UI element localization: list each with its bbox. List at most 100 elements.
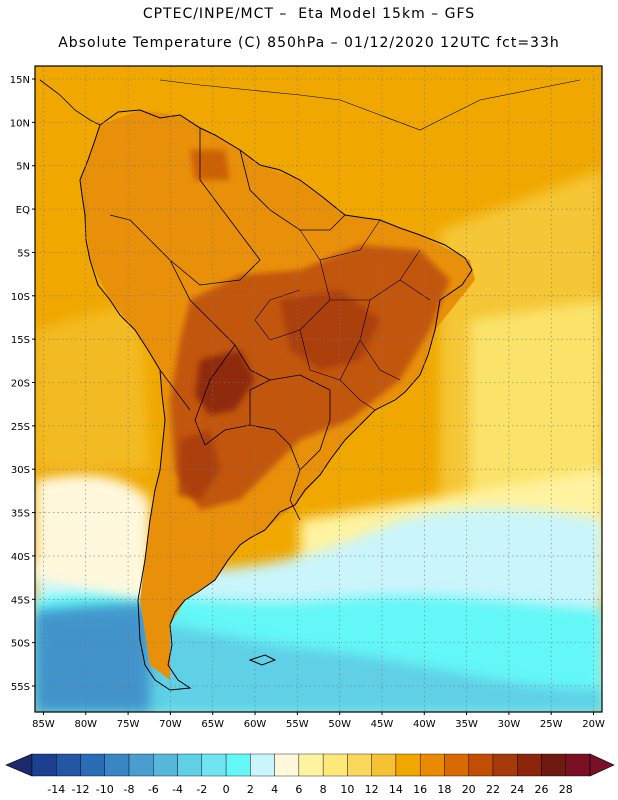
south-america-coastline <box>79 109 473 691</box>
hot-core-field <box>170 245 450 510</box>
caribbean-coast <box>159 79 581 131</box>
temperature-map: 15N 10N 5N EQ 5S 10S 15S 20S 25S 30S 35S 40S 45S 50S 5… <box>10 65 605 730</box>
latitude-label: 25S <box>11 422 30 433</box>
colorbar-swatch <box>347 753 372 777</box>
colorbar-label: -6 <box>148 783 159 796</box>
colorbar-swatch <box>371 753 397 777</box>
colorbar-swatch <box>153 753 178 777</box>
latitude-labels: 15N 10N 5N EQ 5S 10S 15S 20S 25S 30S 35S 40S 45S 50S 5… <box>10 75 35 693</box>
colorbar-label: 2 <box>247 783 254 796</box>
map-subtitle: Absolute Temperature (C) 850hPa – 01/12/… <box>58 35 560 51</box>
graticule <box>35 66 602 712</box>
map-title: CPTEC/INPE/MCT – Eta Model 15km – GFS <box>142 6 476 22</box>
longitude-label: 65W <box>201 719 224 730</box>
latitude-label: 20S <box>11 378 30 389</box>
colorbar-arrow-right <box>589 753 615 777</box>
colorbar-swatch <box>225 753 251 777</box>
colorbar-label: 8 <box>320 783 327 796</box>
colorbar-label: 6 <box>295 783 302 796</box>
colorbar-swatch <box>56 753 81 777</box>
colorbar-swatch <box>565 753 591 777</box>
latitude-label: 45S <box>11 595 30 606</box>
colorbar-label: 4 <box>271 783 278 796</box>
longitude-label: 85W <box>32 719 55 730</box>
colorbar-label: -8 <box>124 783 135 796</box>
latitude-label: 55S <box>11 682 30 693</box>
brazil-state-borders <box>254 219 431 411</box>
colorbar-swatch <box>541 753 566 777</box>
colorbar-swatches <box>5 753 615 777</box>
colorbar-swatch <box>419 753 445 777</box>
longitude-label: 75W <box>117 719 140 730</box>
colorbar-label: 24 <box>510 783 524 796</box>
coastline <box>39 79 581 691</box>
longitude-label: 80W <box>74 719 97 730</box>
longitude-label: 70W <box>159 719 182 730</box>
colorbar-label: 12 <box>365 783 379 796</box>
colorbar-swatch <box>31 753 57 777</box>
falkland-islands <box>248 654 277 666</box>
colorbar-swatch <box>80 753 105 777</box>
colorbar-swatch <box>128 753 154 777</box>
colorbar-label: 10 <box>340 783 354 796</box>
latitude-label: 5N <box>16 162 30 173</box>
colorbar-label: -10 <box>96 783 114 796</box>
colorbar-swatch <box>517 753 542 777</box>
latitude-label: 10S <box>11 292 30 303</box>
colorbar-label: 20 <box>462 783 476 796</box>
colorbar-label: -14 <box>47 783 65 796</box>
latitude-label: 15N <box>10 75 30 86</box>
central-america-coast <box>39 79 101 126</box>
colorbar-swatch <box>250 753 275 777</box>
temperature-field <box>35 66 602 712</box>
longitude-label: 50W <box>328 719 351 730</box>
colorbar-swatch <box>274 753 300 777</box>
colorbar: -14 -12 -10 -8 -6 -4 -2 0 2 4 6 8 10 12 14 16 18 20 22 24 26… <box>5 753 615 796</box>
colorbar-label: -4 <box>172 783 183 796</box>
ocean-south-cold-field <box>35 614 602 712</box>
longitude-label: 60W <box>244 719 267 730</box>
colorbar-swatch <box>177 753 203 777</box>
ocean-southwest-cold-field <box>35 600 150 712</box>
longitude-label: 30W <box>498 719 521 730</box>
colorbar-labels: -14 -12 -10 -8 -6 -4 -2 0 2 4 6 8 10 12 14 16 18 20 22 24 26… <box>47 783 572 796</box>
latitude-label: 50S <box>11 639 30 650</box>
colorbar-label: 22 <box>486 783 500 796</box>
colorbar-label: 14 <box>389 783 403 796</box>
latitude-label: 15S <box>11 335 30 346</box>
colorbar-swatch <box>395 753 421 777</box>
colorbar-arrow-left <box>5 753 33 777</box>
latitude-label: 10N <box>10 118 30 129</box>
longitude-label: 35W <box>455 719 478 730</box>
colorbar-label: 16 <box>413 783 427 796</box>
longitude-labels: 85W 80W 75W 70W 65W 60W 55W 50W 45W 40W 35W 30W 25W 2… <box>32 712 605 730</box>
colorbar-swatch <box>468 753 494 777</box>
colorbar-label: -2 <box>196 783 207 796</box>
longitude-label: 55W <box>286 719 309 730</box>
colorbar-swatch <box>104 753 130 777</box>
hot-andes-field <box>178 430 220 500</box>
colorbar-label: 18 <box>437 783 451 796</box>
pacific-warm-field <box>35 300 150 470</box>
colorbar-swatch <box>201 753 227 777</box>
latitude-label: EQ <box>16 205 30 216</box>
longitude-label: 40W <box>413 719 436 730</box>
national-borders <box>109 128 346 521</box>
colorbar-swatch <box>444 753 469 777</box>
longitude-label: 45W <box>371 719 394 730</box>
latitude-label: 40S <box>11 552 30 563</box>
colorbar-swatch <box>492 753 518 777</box>
latitude-label: 35S <box>11 509 30 520</box>
colorbar-label: 28 <box>559 783 573 796</box>
colorbar-swatch <box>298 753 324 777</box>
longitude-label: 25W <box>540 719 563 730</box>
longitude-label: 20W <box>582 719 605 730</box>
plot-frame <box>34 65 603 713</box>
pacific-cream-field <box>35 474 150 600</box>
hot-northwest-field <box>190 150 230 180</box>
latitude-label: 30S <box>11 465 30 476</box>
colorbar-label: 26 <box>534 783 548 796</box>
latitude-label: 5S <box>17 248 30 259</box>
colorbar-label: -12 <box>72 783 90 796</box>
colorbar-label: 0 <box>223 783 230 796</box>
